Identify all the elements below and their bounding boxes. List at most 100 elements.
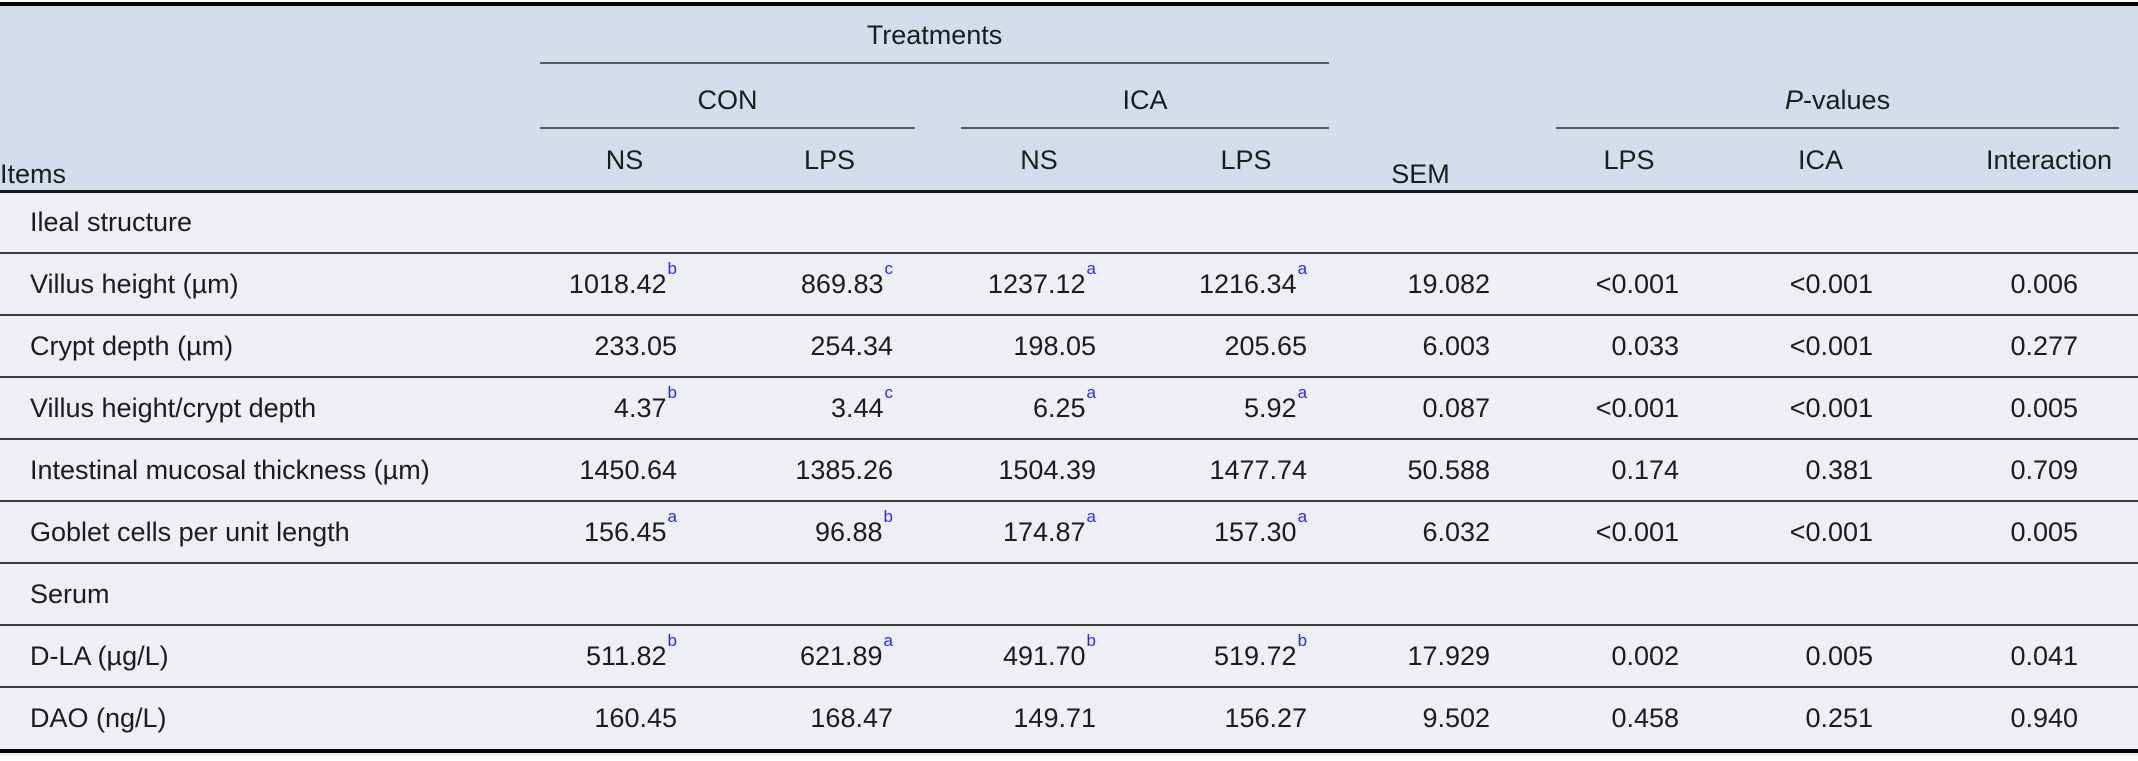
value-cell: 0.005 [1701, 625, 1895, 687]
table-body: Ileal structure Villus height (µm) 1018.42… [0, 191, 2138, 749]
value-cell: 0.458 [1512, 687, 1701, 749]
value-cell: 198.05 [915, 315, 1118, 377]
value-cell: 0.005 [1895, 377, 2138, 439]
value-cell: 0.041 [1895, 625, 2138, 687]
section-label: Serum [30, 578, 110, 609]
value-text: 4.37 [613, 392, 667, 423]
con-underline: CON [540, 64, 915, 129]
value-text: 174.87 [1002, 516, 1086, 547]
value-text: 96.88 [814, 516, 883, 547]
value-text: 198.05 [1013, 330, 1096, 361]
value-text: <0.001 [1595, 392, 1680, 423]
significance-superscript: a [1297, 258, 1308, 278]
value-text: <0.001 [1595, 516, 1680, 547]
con-lps-column-header: LPS [803, 144, 856, 175]
con-label: CON [697, 85, 758, 115]
con-group-header: CON [505, 64, 915, 129]
value-text: 0.458 [1611, 703, 1680, 733]
value-cell: 621.89a [699, 625, 915, 687]
value-cell: 96.88b [699, 501, 915, 563]
value-text: 0.006 [2010, 268, 2079, 299]
value-cell: 0.940 [1895, 687, 2138, 749]
value-cell: 168.47 [699, 687, 915, 749]
ica-lps-column-header: LPS [1220, 144, 1272, 175]
value-text: 0.277 [2010, 330, 2079, 361]
value-cell: <0.001 [1512, 501, 1701, 563]
value-cell: 0.087 [1329, 377, 1512, 439]
value-cell: 254.34 [699, 315, 915, 377]
value-text: 0.381 [1805, 454, 1874, 485]
row-label: Crypt depth (µm) [30, 330, 234, 361]
significance-superscript: a [1297, 382, 1308, 402]
value-text: 0.087 [1422, 392, 1491, 423]
value-cell: 1450.64 [505, 439, 699, 501]
significance-superscript: a [1086, 506, 1096, 526]
header-row-subcolumns: NS LPS NS LPS LPS ICA Interaction [0, 129, 2138, 191]
value-text: 0.002 [1611, 640, 1680, 671]
items-column-header: Items [0, 6, 505, 191]
pvalue-ica-column-header: ICA [1798, 144, 1844, 175]
value-text: 17.929 [1407, 640, 1491, 671]
value-text: 19.082 [1407, 268, 1491, 299]
value-cell: 174.87a [915, 501, 1118, 563]
value-cell: 869.83c [699, 253, 915, 315]
value-text: <0.001 [1595, 268, 1680, 299]
value-cell: 6.003 [1329, 315, 1512, 377]
row-label: Goblet cells per unit length [30, 516, 350, 547]
significance-superscript: b [1297, 630, 1308, 650]
value-text: 0.709 [2010, 454, 2079, 485]
value-cell: 0.251 [1701, 687, 1895, 749]
significance-superscript: c [884, 258, 894, 278]
section-row: Serum [0, 563, 2138, 625]
pvalues-group-header: P-values [1512, 64, 2138, 129]
value-cell: 9.502 [1329, 687, 1512, 749]
value-text: 156.45 [583, 516, 667, 547]
value-cell: 205.65 [1118, 315, 1329, 377]
value-cell: 6.032 [1329, 501, 1512, 563]
value-cell: 519.72b [1118, 625, 1329, 687]
row-label: DAO (ng/L) [30, 703, 167, 733]
value-text: <0.001 [1789, 268, 1874, 299]
ica-label: ICA [1122, 85, 1168, 115]
significance-superscript: a [667, 506, 677, 526]
table-row: D-LA (µg/L) 511.82b 621.89a 491.70b 519.72b 1… [0, 625, 2138, 687]
value-text: 1018.42 [568, 268, 667, 299]
pvalues-label: P-values [1556, 85, 2119, 127]
bottom-strip [0, 753, 2138, 756]
value-cell: <0.001 [1701, 377, 1895, 439]
value-cell: <0.001 [1512, 253, 1701, 315]
significance-superscript: b [667, 630, 677, 650]
value-text: 1216.34 [1198, 268, 1297, 299]
value-cell: 4.37b [505, 377, 699, 439]
results-table: Items Treatments SEM CON [0, 6, 2138, 749]
value-text: 156.27 [1224, 703, 1308, 733]
value-cell: 0.033 [1512, 315, 1701, 377]
table-row: Villus height (µm) 1018.42b 869.83c 1237.12… [0, 253, 2138, 315]
pvalue-interaction-column-header: Interaction [1985, 144, 2113, 175]
pvalues-suffix: -values [1803, 85, 1891, 115]
value-cell: 3.44c [699, 377, 915, 439]
treatments-underline: Treatments [540, 6, 1330, 64]
value-cell: 0.005 [1895, 501, 2138, 563]
ica-underline: ICA [961, 64, 1330, 129]
value-text: 0.005 [2010, 516, 2079, 547]
value-text: 0.005 [1805, 640, 1874, 671]
sem-column-header: SEM [1329, 6, 1512, 191]
header-row-treatments: Items Treatments SEM [0, 6, 2138, 189]
value-text: 1385.26 [795, 454, 893, 485]
value-cell: <0.001 [1701, 315, 1895, 377]
value-cell: 0.002 [1512, 625, 1701, 687]
value-text: 157.30 [1213, 516, 1297, 547]
significance-superscript: a [1086, 258, 1096, 278]
value-cell: 1216.34a [1118, 253, 1329, 315]
significance-superscript: a [883, 630, 893, 650]
value-text: 233.05 [594, 330, 677, 361]
section-label: Ileal structure [30, 206, 193, 237]
value-text: 6.25 [1032, 392, 1086, 423]
significance-superscript: b [883, 506, 893, 526]
value-cell: 1477.74 [1118, 439, 1329, 501]
significance-superscript: a [1297, 506, 1308, 526]
value-text: 0.033 [1611, 330, 1680, 361]
